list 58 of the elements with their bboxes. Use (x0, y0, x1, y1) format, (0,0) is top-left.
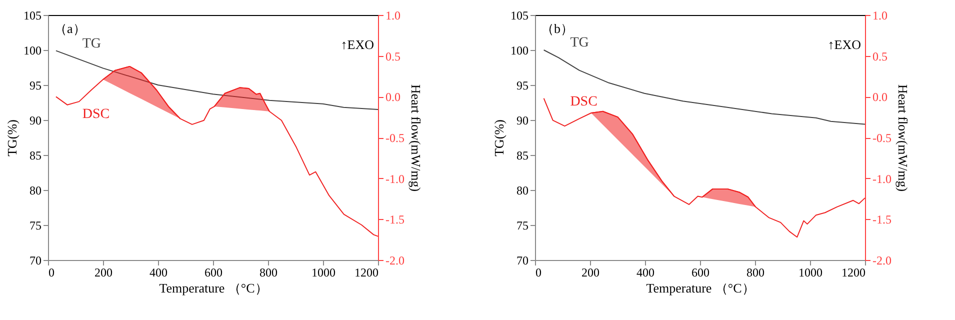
y2-tick-label: -0.5 (872, 131, 892, 145)
x-tick-label: 600 (204, 266, 222, 280)
x-tick-label: 800 (260, 266, 278, 280)
y2-tick-label: 0.5 (386, 49, 400, 64)
series-label: TG (82, 36, 102, 52)
y-tick-label: 85 (30, 148, 42, 162)
x-tick-label: 400 (636, 266, 654, 280)
y2-tick-label: -2.0 (386, 254, 404, 268)
x-axis-title: Temperature （°C） (159, 280, 268, 296)
x-tick-label: 1200 (354, 266, 378, 280)
annotation: ↑EXO (340, 37, 374, 52)
annotation: （a） (54, 21, 86, 36)
annotation: （b） (541, 21, 574, 36)
y-axis-title: TG(%) (4, 120, 20, 156)
y2-tick-label: -1.5 (872, 212, 892, 227)
series-label: DSC (82, 106, 110, 122)
x-tick-label: 0 (536, 266, 542, 280)
y-tick-label: 105 (510, 8, 528, 22)
y2-tick-label: -2.0 (872, 254, 892, 268)
y2-tick-label: 0.5 (872, 49, 888, 64)
y-tick-label: 80 (516, 184, 528, 198)
y-tick-label: 80 (30, 184, 42, 198)
y-tick-label: 100 (510, 44, 528, 58)
x-tick-label: 600 (692, 266, 710, 280)
x-tick-label: 1000 (798, 266, 822, 280)
x-axis-title: Temperature （°C） (646, 280, 755, 296)
x-tick-label: 200 (582, 266, 600, 280)
y2-tick-label: 1.0 (386, 8, 400, 22)
y2-tick-label: 0.0 (872, 90, 888, 104)
y-tick-label: 105 (24, 8, 42, 22)
y-tick-label: 75 (30, 218, 42, 232)
series-label: TG (570, 36, 589, 51)
y2-tick-label: -1.0 (386, 172, 404, 186)
y2-tick-label: -1.5 (386, 212, 404, 227)
x-tick-label: 200 (94, 266, 112, 280)
y-tick-label: 70 (516, 254, 528, 268)
x-tick-label: 400 (150, 266, 168, 280)
y-tick-label: 95 (30, 78, 42, 92)
y-tick-label: 75 (516, 218, 528, 232)
y2-axis-title: Heart flow(mW/mg) (408, 84, 424, 192)
annotation: ↑EXO (828, 37, 861, 52)
y-tick-label: 100 (24, 44, 42, 58)
y-tick-label: 85 (516, 148, 528, 162)
y-tick-label: 90 (30, 114, 42, 128)
y-tick-label: 95 (516, 78, 528, 92)
y2-tick-label: 1.0 (872, 8, 888, 22)
series-label: DSC (570, 94, 598, 110)
x-tick-label: 800 (746, 266, 764, 280)
x-tick-label: 1000 (312, 266, 336, 280)
y-axis-title: TG(%) (492, 120, 506, 156)
y-tick-label: 90 (516, 114, 528, 128)
y2-tick-label: 0.0 (386, 90, 400, 104)
x-tick-label: 0 (48, 266, 54, 280)
y-tick-label: 70 (30, 254, 42, 268)
y2-tick-label: -1.0 (872, 172, 892, 186)
x-tick-label: 1200 (842, 266, 866, 280)
y2-axis-title: Heart flow(mW/mg) (895, 84, 910, 192)
y2-tick-label: -0.5 (386, 131, 404, 145)
